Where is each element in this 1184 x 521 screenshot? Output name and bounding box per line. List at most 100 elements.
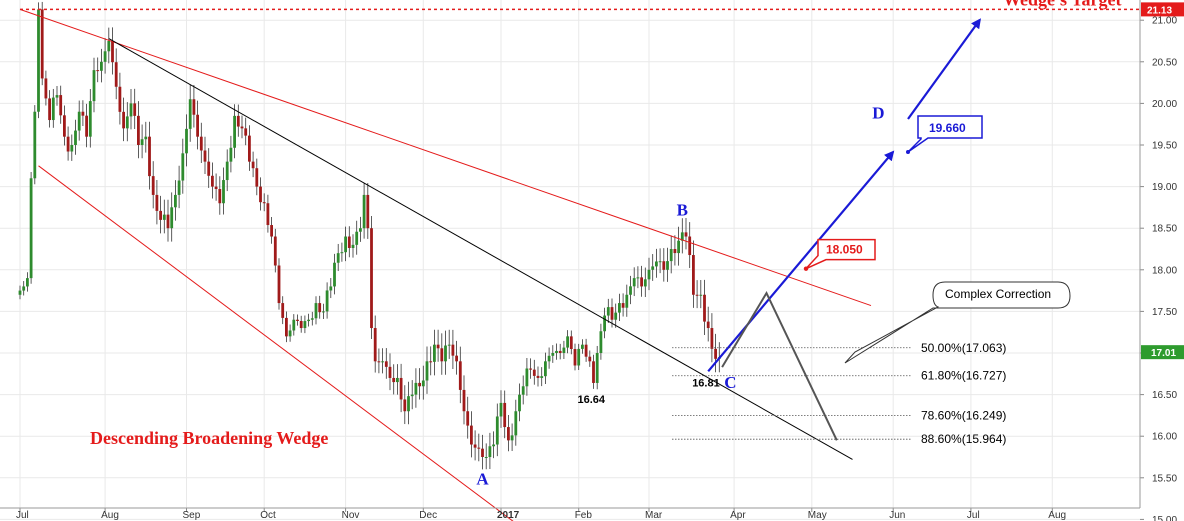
candle-body [688,236,692,256]
candle [566,330,569,354]
candle [562,340,566,360]
candle-body [314,303,318,319]
candle-body [281,303,285,318]
candle [366,182,370,239]
candle-body [669,249,673,262]
candle-body [536,375,540,378]
candle-body [451,344,455,356]
fibonacci-levels: 50.00%(17.063) 61.80%(16.727) 78.60%(16.24… [672,341,1006,446]
last-price-tag [1141,345,1184,360]
candle [636,266,640,289]
candle-body [255,168,259,187]
candle [236,104,240,137]
candle-body [584,344,588,357]
candle [647,257,651,291]
candle [625,284,629,317]
candle [148,121,151,190]
candle-body [59,95,63,116]
x-tick-label: Feb [575,510,593,521]
correction-path [721,290,838,441]
candle [492,431,495,459]
candle-body [92,70,96,102]
candle-body [159,210,162,220]
candle-body [336,253,340,263]
candle-body [651,266,655,270]
candle-body [558,350,562,353]
candle-body [18,290,22,295]
candle-body [499,402,503,417]
callout-box-18050 [805,238,876,270]
candle [603,307,606,339]
candle-body [74,130,77,145]
candle [677,226,680,266]
candle [81,100,85,127]
callout-box-19660 [907,115,983,153]
candle [118,72,122,125]
candle [285,311,288,343]
wave-label: A [476,469,489,488]
candle [29,172,33,284]
candle-body [595,353,599,383]
candle [425,346,429,394]
candle [518,383,521,422]
candle [388,353,392,391]
candle [536,366,540,387]
x-tick-label: Jun [889,510,905,521]
candle-body [85,115,88,137]
candle [599,323,603,360]
candle-body [532,369,536,376]
candle [262,193,266,212]
candle [347,226,351,258]
candle-body [399,377,403,400]
candle [669,235,673,274]
candle [66,126,70,161]
candle-body [137,115,140,145]
candle-body [88,101,92,137]
candle-body [547,355,551,362]
candle-body [129,103,133,117]
candle-body [55,95,59,98]
candle [444,330,447,375]
candle [429,346,433,376]
candle [610,298,614,328]
x-tick-label: Sep [183,510,201,521]
candle [573,343,577,371]
candle [33,105,37,185]
projection-arrow-target [907,18,981,120]
candle [706,306,710,342]
candle [63,105,66,146]
candle [281,296,285,325]
candle-body [96,70,100,72]
candle [414,368,418,408]
candles [18,1,721,470]
candle [521,375,525,405]
candle [199,122,203,164]
candle [703,279,706,335]
fib-label: 61.80%(16.727) [921,369,1006,383]
candle [129,88,133,130]
candle [155,179,159,225]
candle [266,194,270,233]
wave-label: B [677,201,688,220]
candle-body [188,99,192,129]
candle-body [196,114,199,137]
candle-body [625,294,629,308]
candle [314,296,318,325]
candle-body [462,389,466,412]
candle [525,358,529,396]
low-label: 16.64 [578,394,606,406]
candle-body [211,175,214,187]
candle-body [344,236,347,253]
candle [74,119,77,155]
candle-body [166,214,170,229]
candle-body [392,377,396,383]
candle [662,248,666,282]
fib-label: 78.60%(16.249) [921,408,1006,422]
candle [218,176,222,215]
candle-body [488,446,492,457]
candle [396,364,399,395]
candle [540,367,544,387]
candle-body [222,180,225,204]
candle-body [447,344,451,346]
wedge-mid-line [108,38,853,460]
